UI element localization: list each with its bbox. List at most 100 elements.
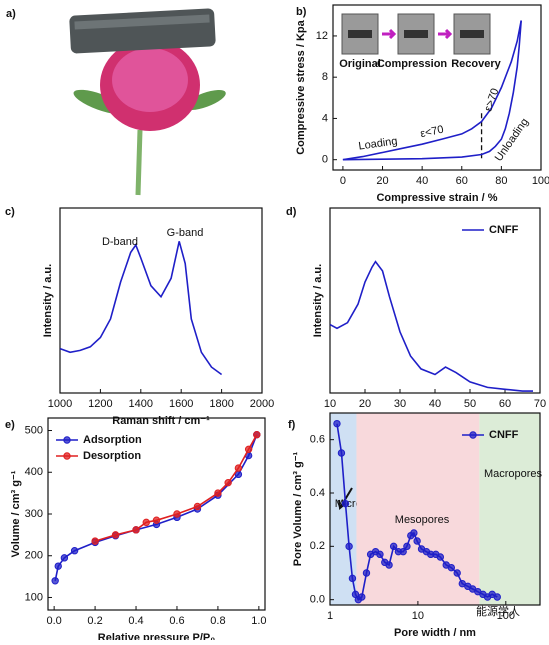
data-point [142, 518, 150, 527]
panel-label: a) [6, 8, 16, 20]
plot-frame [332, 4, 542, 171]
data-point [376, 550, 384, 559]
region-label: Mesopores [395, 514, 450, 526]
annotation: Compression [377, 58, 448, 70]
panel-label: c) [5, 206, 15, 218]
data-point [224, 478, 232, 487]
annotation: Original [339, 58, 381, 70]
legend-marker [63, 452, 71, 460]
inset-photo-detail [460, 30, 484, 38]
data-point [173, 510, 181, 518]
x-tick-label: 0.4 [128, 615, 143, 627]
annotation: G-band [167, 227, 204, 239]
panel-label: b) [296, 6, 307, 18]
data-point [399, 547, 407, 556]
x-tick-label: 0 [340, 175, 346, 187]
x-tick-label: 1000 [48, 398, 72, 410]
x-tick-label: 0.6 [169, 615, 184, 627]
data-point [447, 563, 456, 572]
data-point [436, 553, 445, 561]
x-tick-label: 100 [497, 610, 515, 622]
x-tick-label: 10 [324, 398, 336, 410]
data-point [214, 489, 222, 497]
plot-frame [329, 412, 541, 606]
x-tick-label: 20 [376, 175, 388, 187]
legend-marker [63, 436, 71, 444]
data-point [385, 561, 393, 569]
watermark: 能源学人 [476, 604, 520, 618]
x-tick-label: 50 [464, 398, 476, 410]
y-tick-label: 12 [316, 30, 328, 42]
x-tick-label: 10 [412, 610, 424, 622]
data-point [152, 516, 161, 524]
data-point [362, 569, 371, 577]
x-tick-label: 1.0 [251, 615, 266, 627]
y-axis-label: Compressive stress / Kpa [295, 19, 307, 154]
data-point [70, 547, 79, 555]
x-tick-label: 1400 [129, 398, 153, 410]
data-point [493, 593, 501, 601]
y-tick-label: 0.6 [310, 434, 325, 446]
y-tick-label: 0.4 [310, 487, 325, 499]
inset-photo-detail [348, 30, 372, 38]
x-tick-label: 70 [534, 398, 546, 410]
x-tick-label: 40 [429, 398, 441, 410]
x-tick-label: 1800 [209, 398, 233, 410]
series-line [342, 20, 522, 161]
series-line [342, 20, 522, 161]
data-point [132, 526, 140, 534]
x-tick-label: 1600 [169, 398, 193, 410]
legend-label: Desorption [83, 450, 141, 462]
annotation: Unloading [493, 116, 531, 163]
data-point [253, 430, 261, 439]
y-tick-label: 4 [322, 112, 328, 124]
data-point [333, 419, 341, 428]
annotation: Loading [358, 135, 398, 152]
data-point [341, 499, 350, 508]
y-tick-label: 400 [25, 466, 43, 478]
x-tick-label: 1 [327, 610, 333, 622]
x-axis-label: Compressive strain / % [376, 192, 497, 204]
y-tick-label: 200 [25, 550, 43, 562]
data-point [193, 502, 202, 511]
data-point [54, 562, 62, 570]
data-point [453, 569, 461, 577]
x-axis-label: Pore width / nm [394, 627, 476, 639]
y-tick-label: 0 [322, 154, 328, 166]
inset-photo-detail [404, 30, 428, 38]
x-tick-label: 60 [456, 175, 468, 187]
data-point [51, 577, 59, 585]
legend-label: CNFF [489, 429, 519, 441]
y-tick-label: 8 [322, 71, 328, 83]
x-tick-label: 80 [495, 175, 507, 187]
plot-frame [47, 417, 266, 611]
x-tick-label: 30 [394, 398, 406, 410]
data-point [410, 529, 418, 537]
data-point [348, 574, 357, 583]
data-point [244, 445, 253, 454]
y-tick-label: 0.2 [310, 540, 325, 552]
x-tick-label: 0.2 [87, 615, 102, 627]
x-tick-label: 60 [499, 398, 511, 410]
plot-frame [59, 207, 263, 394]
x-axis-label: Relative pressure P/P₀ [98, 632, 216, 640]
annotation: D-band [102, 236, 138, 248]
y-tick-label: 100 [25, 591, 43, 603]
x-tick-label: 20 [359, 398, 371, 410]
legend-label: CNFF [489, 224, 519, 236]
legend-label: Adsorption [83, 434, 142, 446]
y-tick-label: 500 [25, 424, 43, 436]
x-tick-label: 1200 [88, 398, 112, 410]
region [479, 413, 540, 605]
annotation: Recovery [451, 58, 501, 70]
x-tick-label: 2000 [250, 398, 274, 410]
y-axis-label: Intensity / a.u. [312, 264, 324, 337]
data-point [234, 464, 243, 472]
region [356, 413, 480, 605]
panel-label: f) [288, 419, 296, 431]
y-axis-label: Pore Volume / cm³ g⁻¹ [292, 451, 304, 566]
x-tick-label: 0.8 [210, 615, 225, 627]
annotation: ε<70 [419, 124, 445, 141]
y-tick-label: 300 [25, 508, 43, 520]
